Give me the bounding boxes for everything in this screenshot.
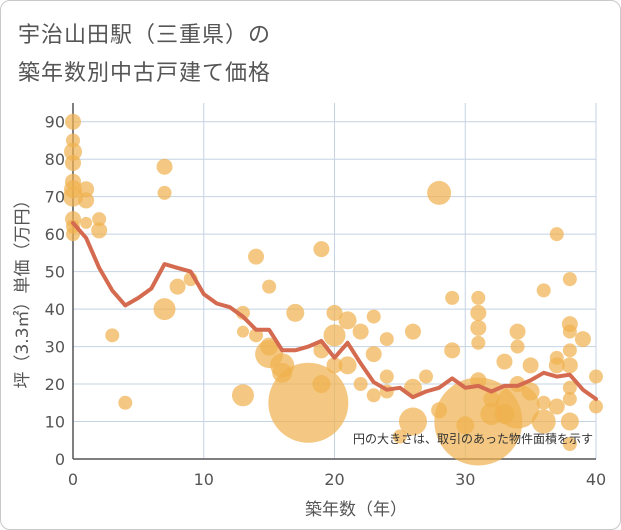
y-tick-label: 30 [45,338,65,357]
bubble-point [589,399,603,414]
bubble-point [286,303,305,322]
bubble-point [522,357,539,374]
bubble-point [65,113,81,130]
bubble-point [562,380,577,395]
bubble-point [78,192,95,209]
bubble-size-note: 円の大きさは、取引のあった物件面積を示す [353,431,593,446]
bubble-point [92,212,107,227]
tick-labels: 0 10 20 30 40 50 60 70 80 90 0 10 20 30 40 [45,113,607,489]
chart-title-line-1: 宇治山田駅（三重県）の [18,23,272,48]
bubble-series [63,113,603,466]
bubble-point [312,375,331,394]
bubble-point [509,323,526,340]
y-tick-label: 40 [45,300,65,319]
y-tick-label: 70 [45,188,65,207]
bubble-point [353,377,368,392]
bubble-point [521,382,540,401]
bubble-point [536,395,551,410]
bubble-point [496,353,513,370]
bubble-point [562,324,577,339]
bubble-point [262,279,277,294]
bubble-point [80,216,93,229]
bubble-point [66,227,80,242]
y-tick-label: 60 [45,225,65,244]
bubble-point [471,290,486,305]
bubble-point [483,391,500,408]
y-tick-label: 0 [55,450,65,469]
chart-title-line-2: 築年数別中古戸建て価格 [18,61,272,86]
bubble-point [531,409,556,434]
bubble-point [156,158,173,175]
bubble-point [65,154,81,171]
y-axis-label: 坪（3.3㎡）単価（万円） [13,191,33,388]
bubble-point [231,384,254,407]
bubble-point [105,328,120,343]
bubble-point [470,304,487,321]
bubble-point [118,395,133,410]
bubble-point [471,335,486,350]
bubble-point [574,331,591,348]
bubble-point [236,325,249,338]
x-tick-label: 40 [586,470,606,489]
bubble-point [157,185,172,200]
bubble-point [91,222,108,239]
bubble-point [562,343,577,358]
bubble-point [379,369,394,384]
bubble-point [548,357,565,374]
bubble-point [510,339,525,354]
bubble-point [398,407,427,436]
bubble-point [561,357,578,374]
bubble-point [352,323,369,340]
bubble-point [365,346,382,363]
bubble-point [64,142,82,161]
bubble-point [562,437,577,452]
x-tick-label: 30 [455,470,475,489]
bubble-point [169,278,186,295]
bubble-point [562,392,577,407]
bubble-point [63,186,83,207]
bubble-point [338,356,357,375]
bubble-point [78,181,95,198]
bubble-point [249,328,264,343]
bubble-point [470,319,487,336]
bubble-point [338,311,357,330]
bubble-point [589,369,603,384]
x-tick-label: 0 [68,470,78,489]
x-tick-label: 10 [194,470,214,489]
y-tick-label: 10 [45,413,65,432]
x-axis-label: 築年数（年） [305,500,407,520]
bubble-point [313,241,330,258]
bubble-point [562,272,577,287]
bubble-point [445,290,460,305]
bubble-point [419,369,434,384]
bubble-point [326,357,343,374]
bubble-point [536,283,551,298]
y-tick-label: 50 [45,263,65,282]
bubble-point [548,398,565,415]
bubble-point [392,429,407,444]
bubble-point [560,412,579,431]
bubble-point [248,248,265,265]
y-tick-label: 20 [45,375,65,394]
average-line-series [71,220,598,401]
bubble-point [366,388,381,403]
bubble-point [326,304,343,321]
bubble-point [153,298,176,321]
bubble-point [379,332,394,347]
bubble-point [404,323,421,340]
bubble-point [549,227,564,242]
bubble-point [444,342,461,359]
bubble-point [268,362,349,443]
x-tick-label: 20 [324,470,344,489]
bubble-point [323,324,346,347]
y-tick-label: 80 [45,150,65,169]
average-price-line [71,220,598,401]
bubble-point [427,180,452,205]
bubble-point [366,309,381,324]
y-tick-label: 90 [45,113,65,132]
